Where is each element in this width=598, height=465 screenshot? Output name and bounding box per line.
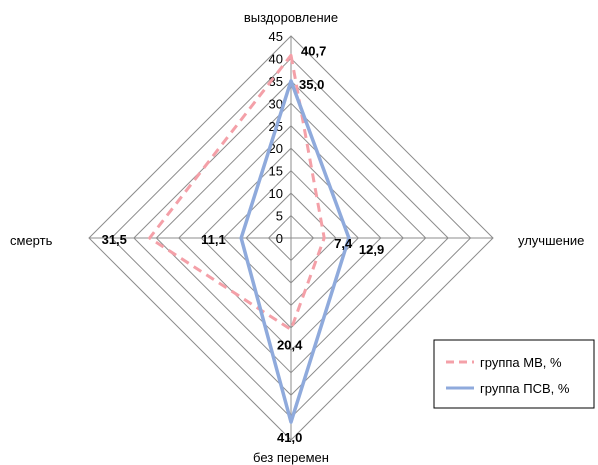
data-label: 31,5 — [102, 232, 127, 247]
series-psv-line — [239, 79, 351, 424]
category-label: выздоровление — [244, 10, 338, 25]
category-label: смерть — [10, 233, 53, 248]
data-label: 20,4 — [277, 338, 303, 353]
category-label: улучшение — [518, 233, 584, 248]
data-label: 11,1 — [201, 232, 226, 247]
series-mv-line — [148, 53, 326, 332]
legend-label: группа ПСВ, % — [480, 381, 570, 396]
data-label: 12,9 — [359, 242, 384, 257]
series-layer — [148, 53, 351, 424]
category-labels: выздоровление улучшение без перемен смерть — [10, 10, 584, 465]
data-label: 41,0 — [277, 430, 302, 445]
tick-label: 10 — [269, 186, 283, 201]
data-label: 7,4 — [334, 236, 353, 251]
data-label: 40,7 — [301, 43, 326, 58]
legend-box — [433, 339, 595, 409]
data-label: 35,0 — [299, 77, 324, 92]
data-labels: 40,7 7,4 20,4 31,5 35,0 12,9 41,0 11,1 — [102, 43, 385, 445]
tick-label: 5 — [276, 209, 283, 224]
tick-label: 45 — [269, 29, 283, 44]
tick-label: 30 — [269, 96, 283, 111]
tick-label: 15 — [269, 164, 283, 179]
legend: группа МВ, % группа ПСВ, % — [433, 339, 595, 409]
tick-label: 0 — [276, 231, 283, 246]
category-label: без перемен — [253, 450, 329, 465]
tick-label: 40 — [269, 51, 283, 66]
legend-label: группа МВ, % — [480, 355, 562, 370]
